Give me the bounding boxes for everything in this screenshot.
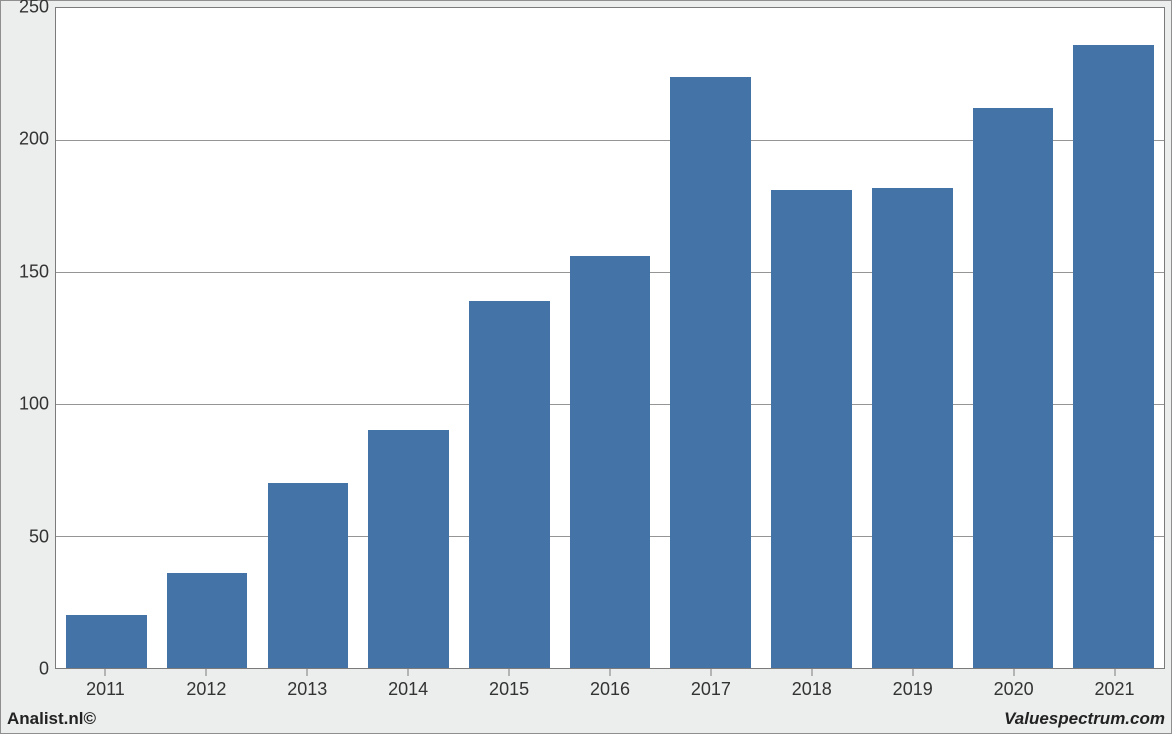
- x-tick: 2018: [761, 669, 862, 703]
- x-axis: 2011 2012 2013 2014 2015 2016 2017 2018 2019 2020…: [55, 669, 1165, 703]
- x-tick-label: 2012: [186, 679, 226, 700]
- x-tick: 2016: [560, 669, 661, 703]
- x-tick-label: 2017: [691, 679, 731, 700]
- y-axis: 050100150200250: [7, 7, 55, 703]
- bar-slot: [459, 8, 560, 668]
- bar-slot: [56, 8, 157, 668]
- y-tick-mark: [55, 272, 56, 273]
- plot-area: [55, 7, 1165, 669]
- bars-container: [56, 8, 1164, 668]
- bar-slot: [560, 8, 661, 668]
- x-tick: 2015: [459, 669, 560, 703]
- credit-left: Analist.nl©: [7, 709, 96, 729]
- bar: [66, 615, 147, 668]
- bar-slot: [157, 8, 258, 668]
- bar-slot: [1063, 8, 1164, 668]
- bar: [469, 301, 550, 668]
- x-tick-label: 2020: [994, 679, 1034, 700]
- y-tick-mark: [55, 536, 56, 537]
- bar-slot: [660, 8, 761, 668]
- y-tick-mark: [55, 140, 56, 141]
- x-tick-label: 2014: [388, 679, 428, 700]
- y-tick-label: 200: [19, 129, 49, 150]
- x-tick: 2020: [963, 669, 1064, 703]
- bar: [570, 256, 651, 668]
- y-tick-label: 150: [19, 261, 49, 282]
- x-tick: 2014: [358, 669, 459, 703]
- bar-slot: [862, 8, 963, 668]
- y-tick-label: 250: [19, 0, 49, 18]
- bar-slot: [963, 8, 1064, 668]
- x-tick: 2021: [1064, 669, 1165, 703]
- x-tick: 2017: [660, 669, 761, 703]
- bar-slot: [358, 8, 459, 668]
- x-tick-label: 2018: [792, 679, 832, 700]
- chart-frame: 0 50 100 150 200 250 2011 2012 2013 2014 2015 2016…: [0, 0, 1172, 734]
- y-tick-mark: [55, 8, 56, 9]
- bar: [268, 483, 349, 668]
- bar-slot: [257, 8, 358, 668]
- x-tick-label: 2011: [86, 679, 125, 700]
- bar: [368, 430, 449, 668]
- y-tick-label: 100: [19, 394, 49, 415]
- x-tick-label: 2016: [590, 679, 630, 700]
- x-tick-label: 2019: [893, 679, 933, 700]
- x-tick-label: 2015: [489, 679, 529, 700]
- bar: [771, 190, 852, 668]
- x-tick: 2012: [156, 669, 257, 703]
- chart-footer: Analist.nl© Valuespectrum.com: [7, 707, 1165, 729]
- credit-right: Valuespectrum.com: [1004, 709, 1165, 729]
- y-tick-label: 50: [29, 526, 49, 547]
- x-tick-label: 2021: [1094, 679, 1134, 700]
- plot-wrap: 050100150200250 201120122013201420152016…: [7, 7, 1165, 703]
- bar: [973, 108, 1054, 668]
- x-tick: 2013: [257, 669, 358, 703]
- bar: [670, 77, 751, 668]
- bar: [872, 188, 953, 668]
- bar: [167, 573, 248, 668]
- bar-slot: [761, 8, 862, 668]
- y-tick-label: 0: [39, 659, 49, 680]
- x-tick-label: 2013: [287, 679, 327, 700]
- y-tick-mark: [55, 404, 56, 405]
- x-tick: 2019: [862, 669, 963, 703]
- x-tick: 2011: [55, 669, 156, 703]
- bar: [1073, 45, 1154, 668]
